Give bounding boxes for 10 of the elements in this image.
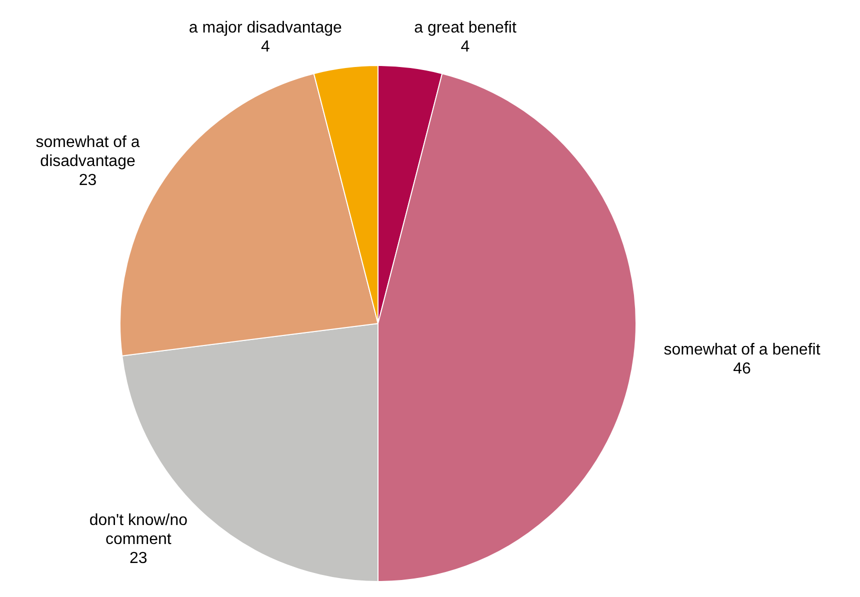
- data-label: 46: [733, 360, 751, 378]
- slice-label: somewhat of a disadvantage: [36, 134, 140, 170]
- data-label: 23: [130, 550, 148, 567]
- slice-label: a major disadvantage: [188, 20, 342, 37]
- slice-label: somewhat of a benefit: [664, 342, 821, 358]
- data-label: 4: [260, 38, 270, 56]
- data-label: 4: [460, 38, 470, 56]
- slice-label: don't know/no comment: [89, 512, 188, 548]
- data-label: 23: [78, 172, 97, 190]
- slice-label: a great benefit: [414, 20, 517, 37]
